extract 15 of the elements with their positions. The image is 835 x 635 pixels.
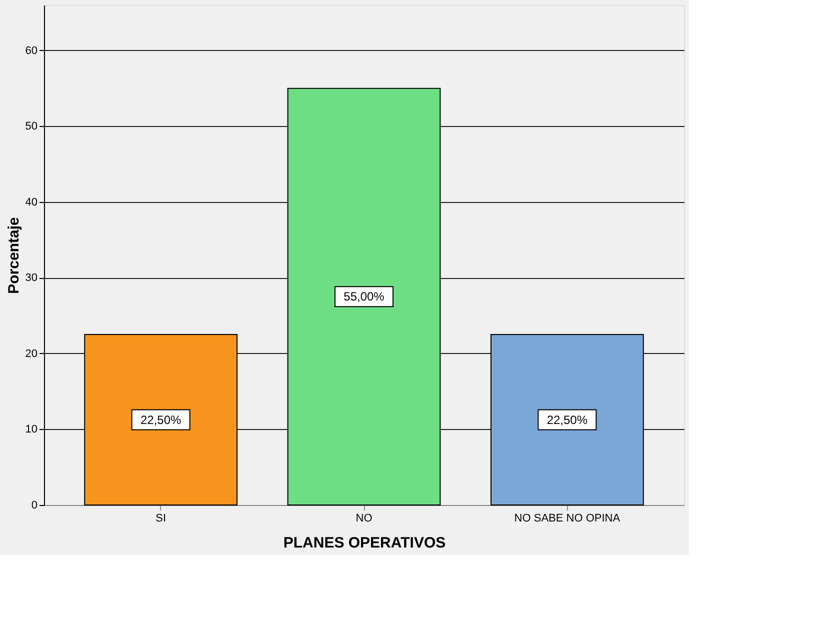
- y-tick-label: 40: [25, 196, 38, 208]
- y-tick-label: 30: [25, 272, 38, 284]
- x-tick-label: NO: [356, 512, 373, 524]
- y-tick-label: 50: [25, 120, 38, 133]
- x-tick-label: NO SABE NO OPINA: [514, 512, 621, 524]
- data-label: 22,50%: [140, 412, 182, 427]
- y-axis-title: Porcentaje: [5, 217, 22, 294]
- y-tick-label: 0: [31, 500, 38, 512]
- y-tick-label: 20: [25, 348, 38, 360]
- y-tick-label: 10: [25, 424, 38, 436]
- x-axis-title: PLANES OPERATIVOS: [283, 534, 446, 552]
- data-label: 22,50%: [546, 412, 588, 427]
- x-tick-label: SI: [156, 512, 166, 524]
- data-label: 55,00%: [344, 290, 385, 304]
- y-tick-label: 60: [25, 44, 38, 57]
